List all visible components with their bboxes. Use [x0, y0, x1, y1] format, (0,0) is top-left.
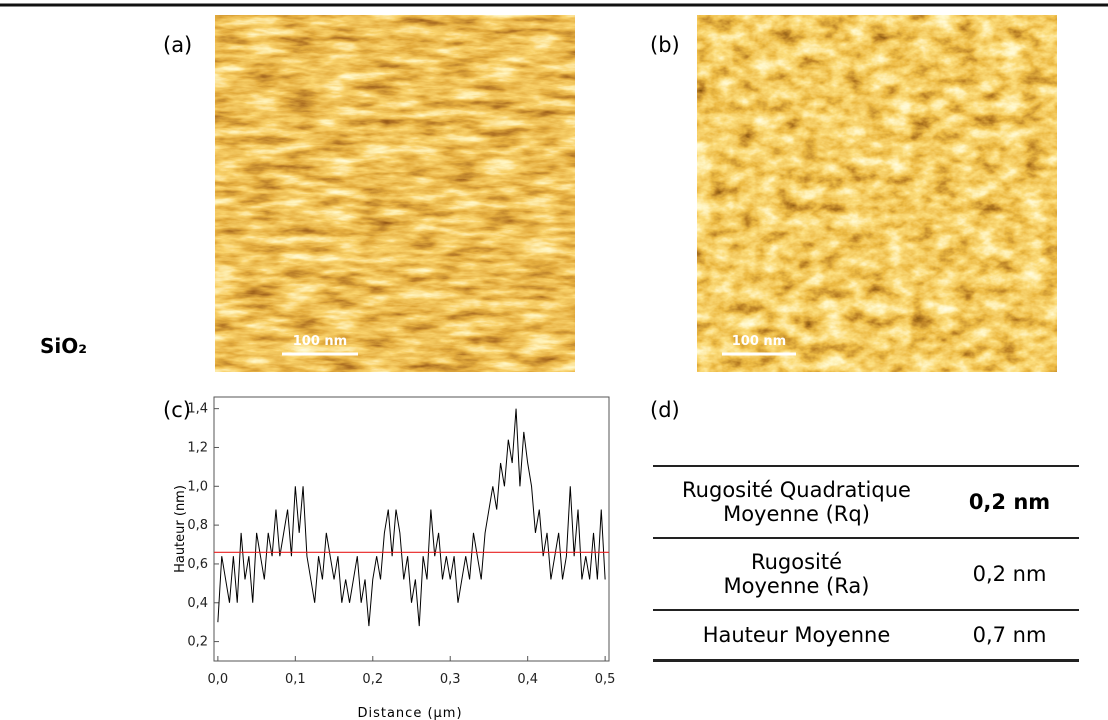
- cell: Hauteur Moyenne: [702, 623, 891, 647]
- x-tick-label: 0,0: [208, 672, 229, 687]
- scale-bar-label: 100 nm: [732, 334, 786, 349]
- scale-bar-label: 100 nm: [293, 334, 347, 349]
- x-axis-label: Distance (µm): [357, 706, 462, 720]
- afm-image: [215, 15, 575, 372]
- panel-label: (a): [163, 33, 192, 57]
- y-tick-label: 0,2: [187, 635, 208, 650]
- y-tick-label: 0,4: [187, 596, 208, 611]
- x-tick-label: 0,2: [362, 672, 383, 687]
- cell: Rugosité Moyenne (Ra): [723, 550, 870, 598]
- cell: 0,2 nm: [968, 490, 1051, 514]
- y-tick-label: 1,4: [187, 402, 208, 417]
- cell: 0,2 nm: [972, 562, 1047, 586]
- y-tick-label: 1,2: [187, 440, 208, 455]
- panel-label: (d): [650, 398, 680, 422]
- y-tick-label: 0,6: [187, 557, 208, 572]
- panel-label: (c): [163, 398, 191, 422]
- x-tick-label: 0,3: [440, 672, 461, 687]
- y-tick-label: 1,0: [187, 479, 208, 494]
- y-tick-label: 0,8: [187, 518, 208, 533]
- table: Rugosité Quadratique Moyenne (Rq) 0,2 nm…: [653, 465, 1079, 662]
- data-line: [217, 408, 606, 627]
- x-tick-label: 0,5: [595, 672, 616, 687]
- y-axis-label: Hauteur (nm): [173, 485, 188, 573]
- cell: Rugosité Quadratique Moyenne (Rq): [682, 478, 911, 526]
- x-tick-label: 0,1: [285, 672, 306, 687]
- table-row: Rugosité Moyenne (Ra) 0,2 nm: [653, 539, 1079, 611]
- table-row: Hauteur Moyenne 0,7 nm: [653, 611, 1079, 659]
- panel-label: (b): [650, 33, 680, 57]
- afm-image: [697, 15, 1057, 372]
- cell: 0,7 nm: [972, 623, 1047, 647]
- row-label: SiO₂: [40, 334, 87, 358]
- plot-frame: [213, 396, 610, 662]
- x-tick-label: 0,4: [517, 672, 538, 687]
- table-row: Rugosité Quadratique Moyenne (Rq) 0,2 nm: [653, 467, 1079, 539]
